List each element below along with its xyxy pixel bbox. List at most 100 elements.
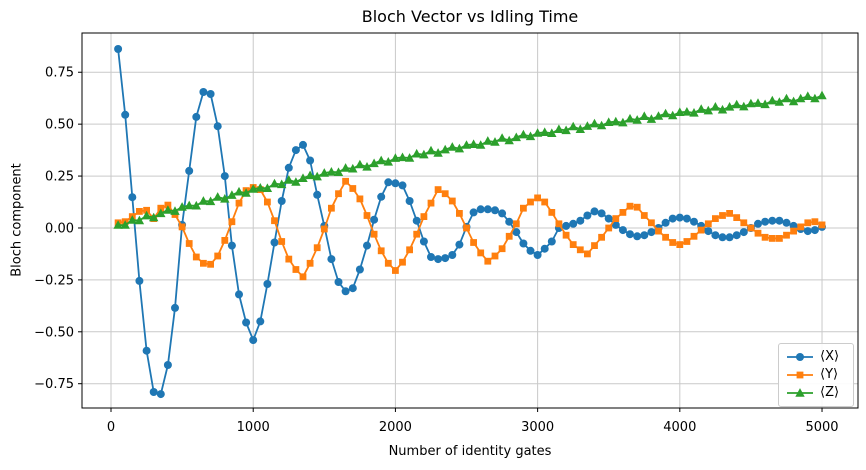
data-point-marker [420, 213, 428, 220]
legend-entry-z: ⟨Z⟩ [786, 386, 853, 400]
data-point-marker [618, 117, 628, 127]
data-point-marker [461, 140, 472, 149]
data-point-marker [149, 212, 159, 222]
data-point-marker [512, 228, 521, 237]
data-point-marker [532, 128, 543, 137]
data-point-marker [554, 124, 564, 133]
data-point-marker [397, 152, 408, 162]
data-point-marker [625, 113, 635, 123]
data-point-marker [661, 218, 670, 227]
data-point-marker [569, 219, 578, 228]
data-point-marker [277, 179, 287, 189]
data-point-marker [327, 255, 336, 264]
data-point-marker [177, 202, 187, 211]
data-point-marker [469, 208, 478, 217]
data-point-marker [292, 266, 300, 273]
data-point-marker [476, 140, 486, 149]
data-point-marker [412, 216, 421, 225]
data-point-marker [633, 203, 641, 211]
data-point-marker [732, 99, 742, 109]
legend-swatch-svg [787, 353, 813, 361]
data-point-marker [299, 273, 307, 281]
data-point-marker [199, 88, 208, 96]
data-point-marker [797, 223, 805, 231]
data-point-marker [370, 230, 378, 238]
data-point-marker [725, 233, 734, 242]
data-point-marker [555, 220, 563, 228]
data-point-marker [355, 265, 364, 274]
data-point-marker [640, 231, 649, 240]
data-point-marker [584, 250, 591, 258]
data-point-marker [760, 99, 770, 109]
data-point-marker [497, 133, 507, 142]
data-point-marker [405, 197, 414, 205]
data-point-marker [562, 221, 571, 230]
data-point-marker [697, 226, 705, 234]
data-point-marker [520, 204, 527, 212]
chart-title: Bloch Vector vs Idling Time [361, 7, 579, 26]
data-point-marker [413, 230, 421, 238]
data-point-marker [214, 252, 222, 260]
data-point-marker [207, 260, 214, 268]
data-point-marker [810, 93, 820, 103]
data-point-marker [391, 179, 400, 188]
data-point-marker [406, 246, 413, 254]
data-point-marker [611, 116, 621, 126]
data-point-marker [419, 149, 429, 159]
data-point-marker [733, 214, 741, 221]
data-point-marker [441, 190, 449, 198]
data-point-marker [399, 258, 406, 266]
data-point-marker [767, 95, 777, 105]
data-point-marker [648, 219, 655, 227]
data-point-marker [582, 121, 593, 130]
series-y [114, 177, 826, 281]
data-point-marker [463, 224, 470, 232]
x-axis-label: Number of identity gates [388, 444, 552, 459]
data-point-marker [241, 188, 251, 197]
data-point-marker [468, 139, 479, 148]
data-point-marker [710, 102, 721, 111]
data-point-marker [796, 93, 806, 103]
data-point-marker [619, 209, 627, 216]
data-point-marker [198, 196, 209, 205]
data-point-marker [206, 90, 215, 98]
data-point-marker [170, 206, 180, 215]
data-point-marker [448, 197, 456, 205]
data-point-marker [639, 111, 649, 120]
data-point-marker [270, 238, 279, 247]
data-point-marker [732, 231, 741, 240]
data-point-marker [256, 317, 265, 326]
data-point-marker [235, 199, 243, 207]
data-point-marker [306, 156, 315, 165]
data-point-marker [340, 163, 351, 172]
series-line [117, 180, 823, 278]
data-point-marker [284, 175, 294, 184]
legend-sample-marker [795, 388, 805, 397]
data-point-marker [668, 110, 678, 120]
y-tick-label: 0.00 [45, 221, 74, 236]
data-point-marker [441, 254, 450, 263]
data-point-marker [200, 259, 207, 267]
data-point-marker [540, 244, 549, 253]
legend: ⟨X⟩ ⟨Y⟩ ⟨Z⟩ [778, 343, 854, 407]
data-point-marker [626, 230, 634, 239]
data-point-marker [597, 209, 606, 218]
data-point-marker [541, 198, 549, 206]
data-point-marker [128, 193, 137, 202]
data-point-marker [404, 153, 415, 162]
legend-marker-x-icon [786, 351, 814, 363]
data-point-marker [363, 212, 371, 219]
legend-label-x: ⟨X⟩ [820, 349, 840, 364]
data-point-marker [205, 196, 216, 206]
data-point-marker [739, 101, 749, 111]
data-point-marker [711, 231, 720, 240]
data-point-marker [491, 206, 499, 215]
data-point-marker [747, 224, 755, 232]
data-point-marker [704, 220, 712, 228]
data-point-marker [184, 200, 194, 210]
data-point-marker [121, 110, 130, 119]
data-point-marker [440, 144, 450, 154]
data-point-marker [655, 227, 662, 235]
data-point-marker [803, 227, 812, 236]
